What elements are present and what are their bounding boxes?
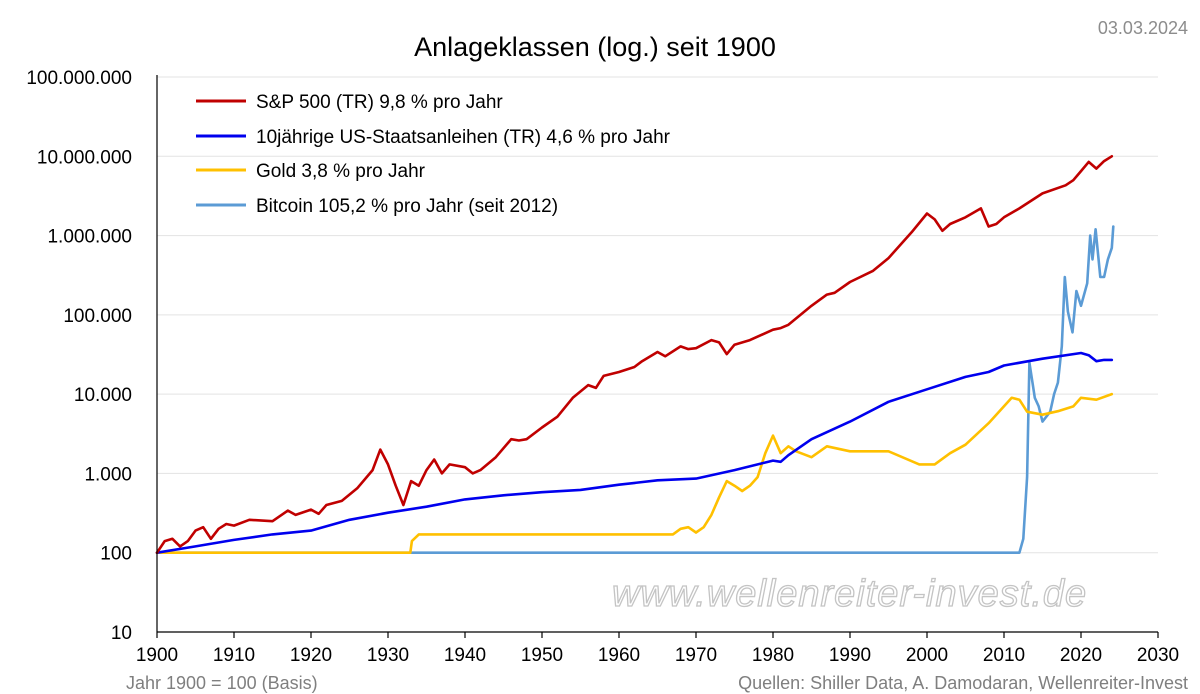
x-tick-label: 1990	[829, 645, 871, 666]
y-tick-label: 100.000.000	[26, 68, 132, 89]
x-tick-label: 2010	[983, 645, 1025, 666]
series-layer	[155, 155, 1115, 555]
x-tick-label: 1900	[136, 645, 178, 666]
series-line-3	[155, 225, 1115, 555]
series-line-2	[155, 392, 1114, 555]
legend: S&P 500 (TR) 9,8 % pro Jahr 10jährige US-…	[196, 92, 671, 217]
x-tick-label: 1910	[213, 645, 255, 666]
y-tick-label: 10.000	[74, 385, 132, 406]
x-tick-label: 1940	[444, 645, 486, 666]
y-tick-label: 1.000	[84, 464, 132, 485]
legend-label-2: Gold 3,8 % pro Jahr	[256, 161, 426, 182]
x-tick-label: 1950	[521, 645, 563, 666]
y-tick-label: 10	[111, 623, 132, 644]
chart-title: Anlageklassen (log.) seit 1900	[414, 32, 776, 62]
legend-label-3: Bitcoin 105,2 % pro Jahr (seit 2012)	[256, 196, 558, 217]
series-line-1	[155, 351, 1114, 555]
legend-label-1: 10jährige US-Staatsanleihen (TR) 4,6 % p…	[256, 127, 671, 148]
y-tick-label: 1.000.000	[47, 227, 132, 248]
legend-label-0: S&P 500 (TR) 9,8 % pro Jahr	[256, 92, 503, 113]
axes: 10 100 1.000 10.000 100.000 1.000.000 10.000.0…	[26, 68, 1179, 666]
y-tick-label: 100	[100, 544, 132, 565]
series-line-0	[155, 155, 1114, 555]
y-tick-label: 10.000.000	[37, 147, 132, 168]
basis-note: Jahr 1900 = 100 (Basis)	[126, 673, 318, 693]
y-tick-label: 100.000	[63, 306, 132, 327]
x-tick-label: 1920	[290, 645, 332, 666]
watermark: www.wellenreiter-invest.de	[612, 573, 1087, 615]
x-tick-label: 1970	[675, 645, 717, 666]
x-tick-label: 1930	[367, 645, 409, 666]
x-tick-label: 1960	[598, 645, 640, 666]
date-label: 03.03.2024	[1098, 18, 1188, 38]
x-tick-label: 1980	[752, 645, 794, 666]
grid	[157, 76, 1158, 554]
x-tick-label: 2000	[906, 645, 948, 666]
sources-note: Quellen: Shiller Data, A. Damodaran, Wel…	[738, 673, 1188, 693]
x-tick-label: 2020	[1060, 645, 1102, 666]
x-tick-label: 2030	[1137, 645, 1179, 666]
